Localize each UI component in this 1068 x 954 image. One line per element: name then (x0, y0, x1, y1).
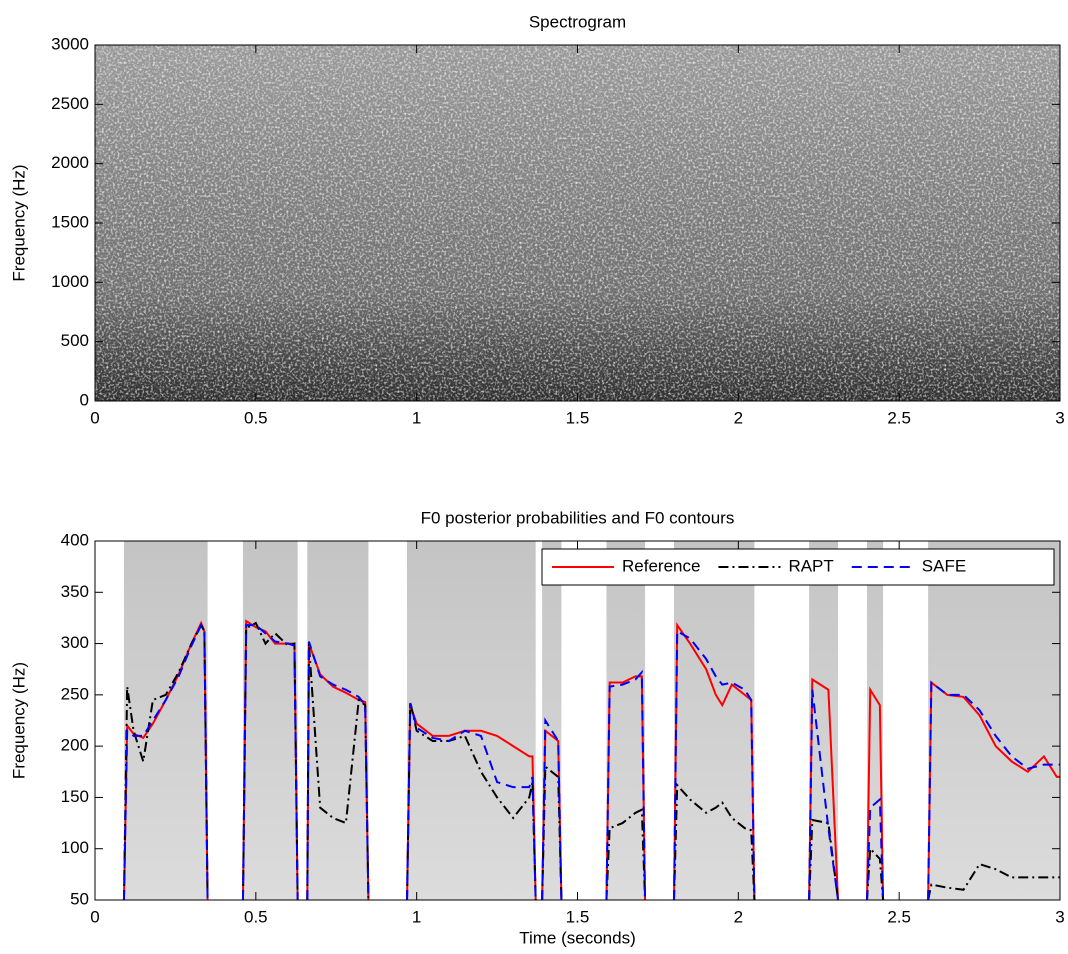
f0-contour (406, 702, 537, 901)
f0-contour (808, 689, 840, 901)
chart-title: Spectrogram (529, 12, 626, 31)
y-tick-label: 250 (61, 684, 89, 703)
x-tick-label: 0 (90, 408, 99, 427)
f0-contour (122, 622, 209, 901)
f0-contour (406, 701, 537, 901)
spectrogram-texture (95, 45, 1060, 401)
f0-contour (122, 623, 209, 901)
x-tick-label: 2.5 (887, 907, 911, 926)
x-tick-label: 1.5 (566, 408, 590, 427)
y-tick-label: 200 (61, 736, 89, 755)
posterior-band (928, 541, 1060, 900)
f0-contour (673, 629, 756, 901)
x-tick-label: 1 (412, 408, 421, 427)
y-tick-label: 500 (61, 331, 89, 350)
posterior-band (542, 541, 562, 900)
legend-label: RAPT (788, 556, 833, 575)
x-tick-label: 1 (412, 907, 421, 926)
f0-contour (808, 677, 840, 901)
posterior-band (606, 541, 646, 900)
x-axis-label: Time (seconds) (519, 928, 636, 947)
x-tick-label: 3 (1055, 408, 1064, 427)
posterior-band (674, 541, 755, 900)
y-tick-label: 3000 (51, 34, 89, 53)
f0-contour (605, 808, 647, 901)
y-tick-label: 1500 (51, 212, 89, 231)
x-tick-label: 0 (90, 907, 99, 926)
x-tick-label: 2.5 (887, 408, 911, 427)
f0-contour (673, 782, 756, 901)
y-tick-label: 150 (61, 787, 89, 806)
axes-frame (94, 540, 1061, 901)
x-tick-label: 2 (734, 907, 743, 926)
posterior-band (307, 541, 369, 900)
f0-contour (241, 624, 299, 901)
f0-contour (866, 686, 885, 901)
legend-label: SAFE (922, 556, 966, 575)
y-axis-label: Frequency (Hz) (9, 662, 28, 779)
posterior-band (407, 541, 536, 900)
legend-box (541, 548, 1055, 586)
f0-contour (866, 797, 885, 901)
x-tick-label: 2 (734, 408, 743, 427)
chart-title: F0 posterior probabilities and F0 contou… (421, 508, 735, 527)
y-tick-label: 400 (61, 530, 89, 549)
y-tick-label: 2000 (51, 153, 89, 172)
x-tick-label: 0.5 (244, 408, 268, 427)
y-tick-label: 0 (80, 390, 89, 409)
posterior-band (242, 541, 298, 900)
y-tick-label: 100 (61, 838, 89, 857)
y-tick-label: 350 (61, 582, 89, 601)
y-tick-label: 1000 (51, 272, 89, 291)
f0-contour (306, 643, 370, 901)
x-tick-label: 0.5 (244, 907, 268, 926)
y-tick-label: 2500 (51, 94, 89, 113)
y-tick-label: 300 (61, 633, 89, 652)
posterior-band (809, 541, 839, 900)
y-axis-label: Frequency (Hz) (9, 164, 28, 281)
x-tick-label: 1.5 (566, 907, 590, 926)
f0-contour (605, 669, 647, 901)
f0-contour (927, 680, 1060, 901)
legend-label: Reference (622, 556, 700, 575)
y-tick-label: 50 (70, 889, 89, 908)
f0-contour (541, 717, 563, 901)
x-tick-label: 3 (1055, 907, 1064, 926)
f0-contour (241, 621, 299, 901)
f0-contour (306, 641, 370, 901)
posterior-band (123, 541, 208, 900)
f0-contour (927, 862, 1060, 901)
